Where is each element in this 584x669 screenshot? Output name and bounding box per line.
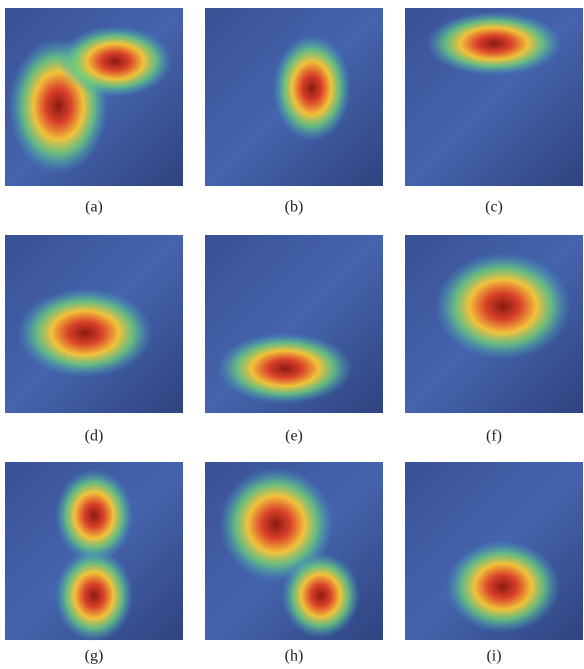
panel-label: (h) (285, 648, 304, 665)
panel (205, 8, 383, 186)
heat-region (426, 12, 561, 76)
heat-region (217, 333, 352, 404)
heat-region (55, 469, 133, 562)
panel-label: (i) (486, 648, 501, 665)
heat-region (55, 549, 133, 642)
panel-label: (a) (85, 199, 103, 216)
panel (5, 8, 183, 186)
panel-label: (f) (486, 428, 502, 445)
heat-region (273, 35, 351, 142)
panel (5, 462, 183, 642)
heat-region (435, 253, 570, 360)
panel (205, 235, 383, 413)
heat-region (58, 26, 172, 97)
panel-label: (e) (285, 428, 303, 445)
panel (5, 235, 183, 413)
panel-label: (g) (85, 648, 104, 665)
panel-label: (c) (485, 199, 503, 216)
panel (205, 462, 383, 640)
panel-label: (b) (285, 199, 304, 216)
heat-region (446, 540, 560, 633)
panel (405, 462, 583, 640)
panel (405, 8, 583, 186)
panel-label: (d) (85, 428, 104, 445)
heat-region (282, 553, 360, 638)
panel (405, 235, 583, 413)
heat-region (17, 288, 152, 377)
figure: (a) (b) (c) (d) (e) (f) (g) (h) (i) (0, 0, 584, 669)
